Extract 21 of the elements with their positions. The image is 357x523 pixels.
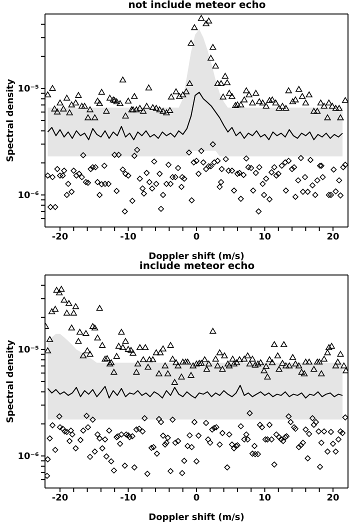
x-axis-title: Doppler shift (m/s) bbox=[148, 513, 244, 523]
x-tick-label: -20 bbox=[52, 232, 68, 242]
line-series bbox=[47, 384, 344, 398]
chart-title: include meteor echo bbox=[138, 261, 256, 273]
x-tick-label: 10 bbox=[258, 232, 272, 242]
chart-title: not include meteor echo bbox=[127, 0, 267, 12]
x-tick-label: -10 bbox=[120, 493, 136, 504]
y-axis-title: Spectral density bbox=[6, 78, 16, 162]
x-tick-label: 20 bbox=[326, 232, 340, 242]
y-tick-label: 10⁻⁶ bbox=[18, 191, 40, 202]
y-tick-label: 10⁻⁵ bbox=[18, 84, 40, 95]
x-tick-label: -20 bbox=[52, 493, 68, 504]
x-tick-label: 0 bbox=[193, 232, 200, 242]
x-tick-label: 0 bbox=[193, 493, 200, 504]
y-axis-title: Spectral density bbox=[6, 340, 16, 423]
x-axis-title: Doppler shift (m/s) bbox=[148, 252, 244, 262]
y-tick-label: 10⁻⁶ bbox=[18, 452, 40, 462]
x-tick-label: 10 bbox=[258, 493, 272, 504]
y-tick-label: 10⁻⁵ bbox=[18, 346, 40, 356]
x-tick-label: 20 bbox=[326, 493, 340, 504]
x-tick-label: -10 bbox=[120, 232, 136, 242]
